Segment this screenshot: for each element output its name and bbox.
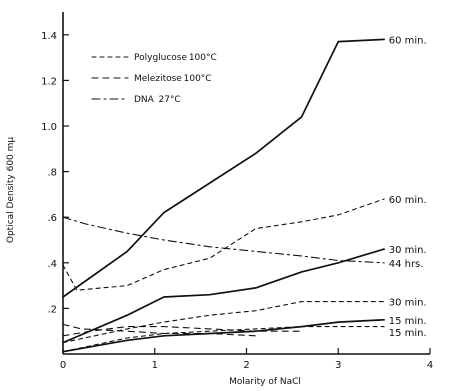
series-end-label-0: 60 min.: [389, 35, 427, 46]
series-line-7: [62, 326, 303, 337]
series-line-4: [62, 301, 385, 344]
series-line-0: [62, 38, 385, 298]
series-line-8: [62, 323, 257, 337]
x-tick-label-1: 1: [152, 360, 158, 371]
legend-label-0: Polyglucose 100°C: [134, 53, 217, 63]
series-end-label-6: 15 min.: [389, 328, 427, 339]
y-tick-label-0: .2: [47, 304, 57, 315]
series-line-1: [62, 198, 385, 291]
y-tick-label-1: .4: [47, 259, 57, 270]
x-tick-label-3: 3: [335, 360, 341, 371]
axes: [62, 12, 430, 355]
y-tick-label-2: .6: [47, 213, 57, 224]
series-end-label-5: 15 min.: [389, 316, 427, 327]
series-end-label-1: 60 min.: [389, 195, 427, 206]
tick-group: 0 1 2 3 4 .2 .4 .6 .8 1.0 1.2 1.4: [41, 31, 433, 371]
y-tick-label-3: .8: [47, 168, 57, 179]
series-line-5: [62, 318, 385, 353]
series-end-label-3: 44 hrs.: [389, 259, 424, 270]
end-label-group: 60 min. 60 min. 30 min. 44 hrs. 30 min. 15 mi…: [389, 35, 427, 338]
legend-label-2: DNA 27°C: [134, 95, 181, 105]
series-end-label-4: 30 min.: [389, 298, 427, 309]
legend-label-1: Melezitose 100°C: [134, 74, 212, 84]
y-tick-label-4: 1.0: [41, 122, 57, 133]
series-group: [62, 38, 385, 353]
series-line-3: [62, 216, 385, 264]
series-line-2: [62, 248, 385, 344]
y-tick-label-5: 1.2: [41, 76, 57, 87]
y-tick-label-6: 1.4: [41, 31, 57, 42]
x-tick-label-0: 0: [60, 360, 66, 371]
y-axis-title: Optical Density 600 mμ: [6, 137, 16, 244]
x-axis-title: Molarity of NaCl: [229, 377, 301, 387]
x-tick-label-2: 2: [243, 360, 249, 371]
series-end-label-2: 30 min.: [389, 245, 427, 256]
x-tick-label-4: 4: [427, 360, 433, 371]
legend: Polyglucose 100°C Melezitose 100°C DNA 27°…: [91, 53, 217, 105]
